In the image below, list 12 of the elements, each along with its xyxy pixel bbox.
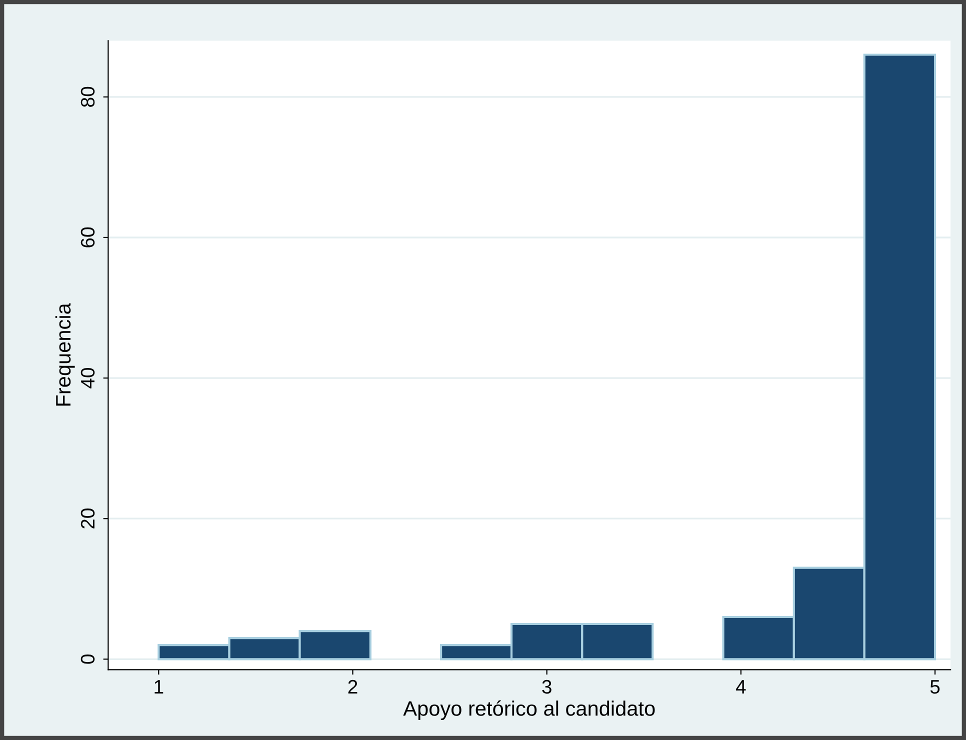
x-tick-label: 3 (542, 680, 552, 694)
y-tick-label: 0 (80, 654, 95, 664)
y-axis-title: Frequencia (55, 303, 75, 406)
x-tick-label: 4 (736, 680, 746, 694)
y-tick-label: 20 (80, 508, 95, 528)
y-tick-label: 60 (80, 227, 95, 248)
x-tick-label: 5 (930, 680, 940, 694)
y-tick-label: 40 (80, 368, 95, 388)
x-axis-title: Apoyo retórico al candidato (403, 700, 655, 720)
x-tick-label: 2 (348, 680, 358, 694)
y-tick-label: 80 (80, 86, 95, 107)
x-tick-label: 1 (154, 680, 164, 694)
